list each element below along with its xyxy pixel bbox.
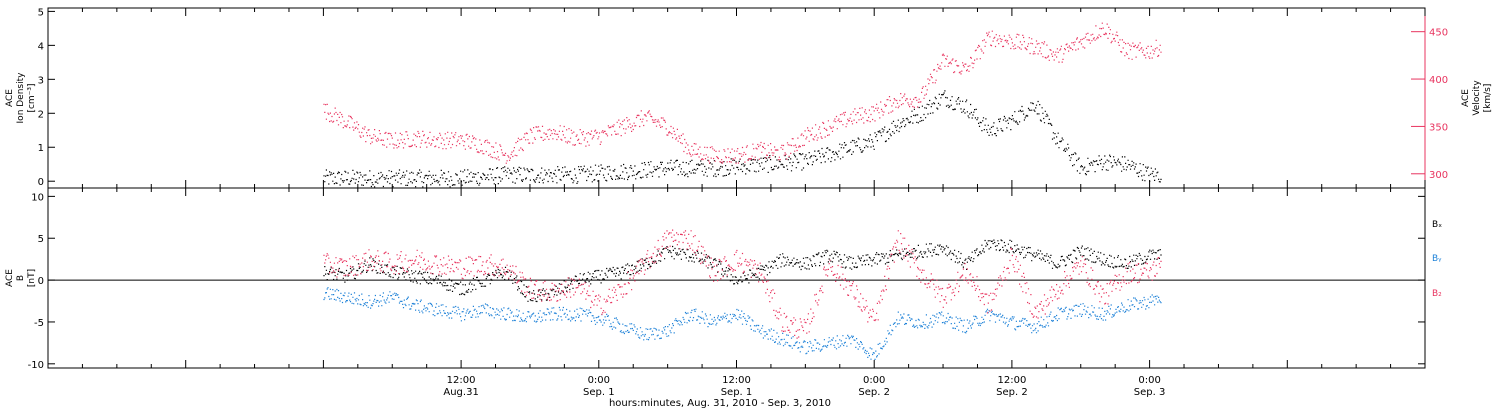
field-axis-label-line-2: [nT] bbox=[27, 269, 37, 287]
x-tick-time-5: 0:00 bbox=[1138, 375, 1160, 386]
density-tick-label-0: 0 bbox=[38, 177, 44, 188]
field-axis-label-line-1: B bbox=[16, 275, 26, 281]
velocity-axis-label: ACEVelocity[km/s] bbox=[1461, 80, 1493, 116]
x-tick-date-0: Aug.31 bbox=[443, 387, 478, 398]
density-tick-label-4: 4 bbox=[38, 41, 44, 52]
x-tick-date-1: Sep. 1 bbox=[583, 387, 615, 398]
magnetic-panel: -10 -5 0 5 10 ACEB[nT] Bₓ Bᵧ B₂ bbox=[5, 187, 1442, 371]
x-tick-time-4: 12:00 bbox=[997, 375, 1026, 386]
by-series bbox=[323, 287, 1162, 360]
velocity-tick-label-3: 450 bbox=[1429, 28, 1448, 39]
x-tick-time-3: 0:00 bbox=[863, 375, 885, 386]
velocity-series-points bbox=[323, 22, 1162, 164]
legend-by: Bᵧ bbox=[1432, 254, 1442, 264]
density-axis-label-line-2: [cm⁻³] bbox=[27, 83, 37, 112]
density-tick-label-2: 2 bbox=[38, 109, 44, 120]
velocity-axis-label-line-1: Velocity bbox=[1472, 80, 1482, 116]
density-tick-label-5: 5 bbox=[38, 7, 44, 18]
x-tick-date-4: Sep. 2 bbox=[996, 387, 1028, 398]
legend-bz: B₂ bbox=[1432, 289, 1442, 299]
field-tick-label-3: 5 bbox=[38, 234, 44, 245]
legend-bx: Bₓ bbox=[1432, 220, 1442, 230]
density-tick-label-3: 3 bbox=[38, 75, 44, 86]
density-tick-label-1: 1 bbox=[38, 143, 44, 154]
x-tick-time-0: 12:00 bbox=[447, 375, 476, 386]
x-tick-time-2: 12:00 bbox=[722, 375, 751, 386]
field-tick-label-0: -10 bbox=[28, 360, 44, 371]
density-axis-label-line-1: Ion Density bbox=[16, 72, 26, 124]
field-tick-label-2: 0 bbox=[38, 276, 44, 287]
density-axis-label: ACEIon Density[cm⁻³] bbox=[5, 72, 37, 124]
plasma-frame bbox=[47, 7, 1426, 189]
x-tick-date-3: Sep. 2 bbox=[858, 387, 890, 398]
bz-series bbox=[323, 229, 1162, 339]
velocity-tick-label-0: 300 bbox=[1429, 170, 1448, 181]
velocity-axis-label-line-2: [km/s] bbox=[1483, 84, 1493, 113]
bz-series-points bbox=[323, 229, 1162, 339]
field-axis-label: ACEB[nT] bbox=[5, 269, 37, 287]
plasma-series bbox=[323, 22, 1162, 188]
field-axis-label-line-0: ACE bbox=[5, 269, 15, 287]
velocity-tick-label-2: 400 bbox=[1429, 75, 1448, 86]
field-tick-label-4: 10 bbox=[31, 192, 44, 203]
by-series-points bbox=[323, 287, 1162, 360]
magnetic-series bbox=[323, 229, 1162, 360]
density-series-points bbox=[323, 90, 1162, 188]
velocity-series bbox=[323, 22, 1162, 164]
bx-series bbox=[323, 239, 1162, 303]
velocity-tick-label-1: 350 bbox=[1429, 122, 1448, 133]
field-tick-label-1: -5 bbox=[34, 318, 44, 329]
velocity-axis-label-line-0: ACE bbox=[1461, 89, 1471, 107]
x-tick-time-1: 0:00 bbox=[588, 375, 610, 386]
density-axis-label-line-0: ACE bbox=[5, 89, 15, 107]
x-axis-label: hours:minutes, Aug. 31, 2010 - Sep. 3, 2… bbox=[609, 398, 831, 409]
density-series bbox=[323, 90, 1162, 188]
x-tick-date-5: Sep. 3 bbox=[1134, 387, 1166, 398]
x-tick-date-2: Sep. 1 bbox=[721, 387, 753, 398]
bx-series-points bbox=[323, 239, 1162, 303]
